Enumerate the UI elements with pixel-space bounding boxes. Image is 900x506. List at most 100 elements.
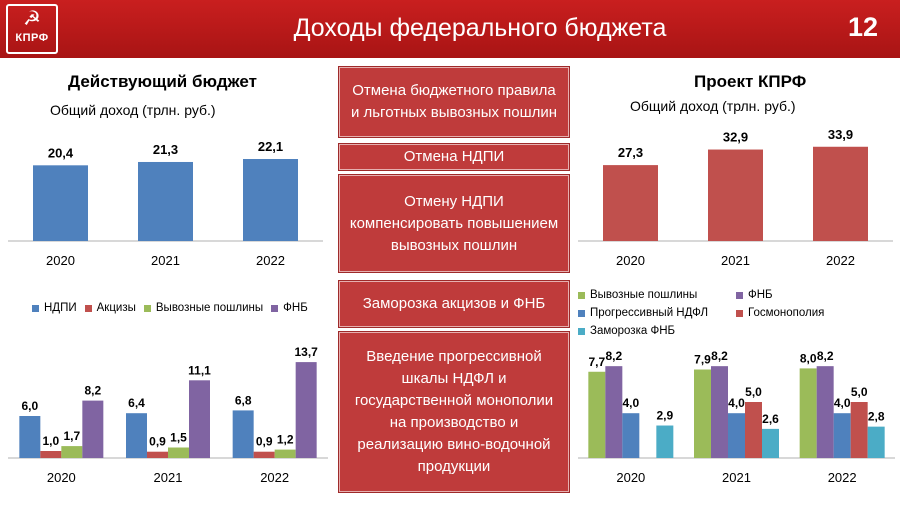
current-total-tick-label: 2022 xyxy=(256,253,285,268)
kprf-breakdown-data-label: 5,0 xyxy=(745,385,762,399)
kprf-total-bar-2021 xyxy=(708,149,763,241)
current-total-data-label: 22,1 xyxy=(258,139,283,154)
kprf-total-bar-2022 xyxy=(813,146,868,241)
current-breakdown-data-label: 0,9 xyxy=(149,435,166,449)
kprf-breakdown-bar-2022-2 xyxy=(833,413,851,458)
kprf-breakdown-data-label: 2,8 xyxy=(868,410,885,424)
current-breakdown-bar-2021-3 xyxy=(189,380,210,458)
current-breakdown-data-label: 1,7 xyxy=(63,429,80,443)
kprf-breakdown-data-label: 8,2 xyxy=(605,349,622,363)
current-breakdown-data-label: 6,0 xyxy=(21,399,38,413)
party-logo: ☭ КПРФ xyxy=(6,4,58,54)
left-heading: Действующий бюджет xyxy=(68,72,257,91)
kprf-breakdown-data-label: 7,7 xyxy=(588,355,605,369)
legend-label: Акцизы xyxy=(96,302,136,314)
kprf-breakdown-bar-2020-4 xyxy=(656,425,674,458)
kprf-total-data-label: 27,3 xyxy=(618,145,643,160)
logo-text: КПРФ xyxy=(15,32,49,44)
header-bar: ☭ КПРФ Доходы федерального бюджета 12 xyxy=(0,0,900,58)
legend-label: ФНБ xyxy=(748,289,773,301)
current-total-data-label: 21,3 xyxy=(153,142,178,157)
legend-swatch xyxy=(578,328,585,335)
kprf-breakdown-data-label: 8,2 xyxy=(817,349,834,363)
current-breakdown-bar-2020-3 xyxy=(82,400,104,458)
kprf-total-tick-label: 2022 xyxy=(826,253,855,268)
legend-swatch xyxy=(736,292,743,299)
kprf-total-bar-2020 xyxy=(603,165,658,241)
kprf-breakdown-bar-2022-1 xyxy=(816,366,834,458)
panel-freeze: Заморозка акцизов и ФНБ xyxy=(339,281,569,327)
kprf-breakdown-bar-2022-0 xyxy=(799,368,817,458)
legend-label: ФНБ xyxy=(283,302,308,314)
right-heading: Проект КПРФ xyxy=(694,72,807,91)
kprf-breakdown-bar-2022-3 xyxy=(850,402,868,458)
panel-budget-rule: Отмена бюджетного правила и льготных выв… xyxy=(339,67,569,137)
kprf-total-data-label: 33,9 xyxy=(828,127,853,142)
kprf-breakdown-data-label: 4,0 xyxy=(834,396,851,410)
legend-item: Вывозные пошлины xyxy=(143,302,264,314)
current-breakdown-data-label: 1,0 xyxy=(42,434,59,448)
legend-item: НДПИ xyxy=(32,302,77,314)
current-total-tick-label: 2020 xyxy=(46,253,75,268)
kprf-breakdown-data-label: 7,9 xyxy=(694,353,711,367)
legend-item: Вывозные пошлины xyxy=(578,287,728,304)
legend-label: Прогрессивный НДФЛ xyxy=(590,307,709,319)
panel-ndpi-compensate: Отмену НДПИ компенсировать повышением вы… xyxy=(339,175,569,272)
page-title: Доходы федерального бюджета xyxy=(293,14,667,42)
kprf-total-tick-label: 2020 xyxy=(616,253,645,268)
kprf-total-data-label: 32,9 xyxy=(723,130,748,145)
current-total-tick-label: 2021 xyxy=(151,253,180,268)
current-breakdown-data-label: 11,1 xyxy=(188,363,211,377)
legend-label: НДПИ xyxy=(44,302,77,314)
current-breakdown-data-label: 1,2 xyxy=(277,433,294,447)
current-breakdown-bar-2022-1 xyxy=(253,451,275,458)
legend-swatch xyxy=(578,310,585,317)
current-breakdown-bar-2020-1 xyxy=(40,451,62,458)
current-breakdown-data-label: 6,8 xyxy=(235,393,252,407)
current-total-bar-2022 xyxy=(243,159,298,241)
legend-current-breakdown: НДПИ Акцизы Вывозные пошлины ФНБ xyxy=(32,302,332,315)
current-breakdown-data-label: 6,4 xyxy=(128,396,145,410)
kprf-breakdown-bar-2021-0 xyxy=(694,369,711,458)
panel-progressive: Введение прогрессивной шкалы НДФЛ и госу… xyxy=(339,332,569,492)
current-total-bar-2021 xyxy=(138,161,193,241)
kprf-breakdown-bar-2020-0 xyxy=(588,371,606,458)
panel-ndpi-cancel: Отмена НДПИ xyxy=(339,144,569,170)
current-breakdown-data-label: 0,9 xyxy=(256,435,273,449)
kprf-breakdown-tick-label: 2020 xyxy=(616,470,645,485)
legend-item: Заморозка ФНБ xyxy=(578,323,728,340)
legend-item: Госмонополия xyxy=(736,305,886,322)
current-breakdown-data-label: 8,2 xyxy=(84,384,101,398)
kprf-breakdown-tick-label: 2022 xyxy=(828,470,857,485)
current-total-bar-2020 xyxy=(33,165,88,241)
kprf-breakdown-bar-2020-1 xyxy=(605,366,623,458)
legend-swatch xyxy=(736,310,743,317)
legend-kprf-breakdown: Вывозные пошлины ФНБ Прогрессивный НДФЛ Гос… xyxy=(578,287,898,341)
current-breakdown-bar-2022-2 xyxy=(274,449,296,458)
kprf-breakdown-bar-2022-4 xyxy=(867,426,885,458)
kprf-breakdown-bar-2021-4 xyxy=(762,428,779,458)
slide-number: 12 xyxy=(847,12,878,42)
legend-swatch xyxy=(32,304,39,312)
current-breakdown-bar-2021-1 xyxy=(147,451,168,458)
legend-label: Вывозные пошлины xyxy=(155,302,264,314)
kprf-total-tick-label: 2021 xyxy=(721,253,750,268)
kprf-breakdown-data-label: 2,6 xyxy=(762,412,779,426)
current-breakdown-tick-label: 2020 xyxy=(47,470,76,485)
left-subheading: Общий доход (трлн. руб.) xyxy=(50,102,216,118)
legend-item: Акцизы xyxy=(84,302,136,314)
current-breakdown-bar-2020-0 xyxy=(19,416,41,458)
kprf-breakdown-data-label: 8,2 xyxy=(711,349,728,363)
legend-swatch xyxy=(143,304,151,312)
kprf-breakdown-bar-2021-3 xyxy=(745,402,762,458)
legend-swatch xyxy=(578,292,585,299)
current-breakdown-bar-2020-2 xyxy=(61,446,83,458)
current-breakdown-tick-label: 2022 xyxy=(260,470,289,485)
kprf-breakdown-data-label: 5,0 xyxy=(851,385,868,399)
kprf-breakdown-data-label: 4,0 xyxy=(728,396,745,410)
current-breakdown-bar-2021-2 xyxy=(168,447,189,458)
current-breakdown-bar-2022-0 xyxy=(232,410,254,458)
current-breakdown-tick-label: 2021 xyxy=(154,470,183,485)
current-total-data-label: 20,4 xyxy=(48,145,74,160)
